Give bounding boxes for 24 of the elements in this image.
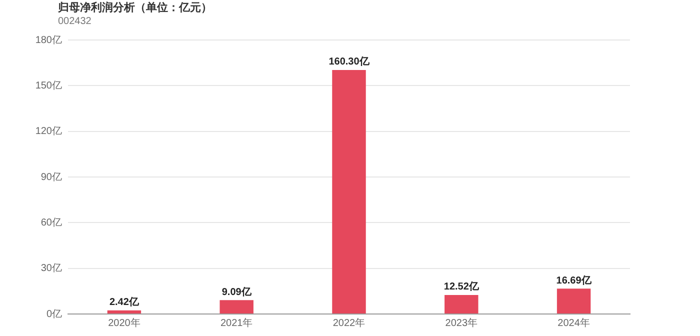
x-tick-label: 2021年 <box>220 316 253 329</box>
y-tick-label: 30亿 <box>40 263 62 274</box>
bar <box>332 70 366 314</box>
y-tick-label: 60亿 <box>40 217 62 228</box>
data-label: 2.42亿 <box>109 296 140 308</box>
y-tick-label: 150亿 <box>35 80 62 92</box>
chart-title: 归母净利润分析（单位：亿元） <box>58 0 212 15</box>
bar <box>444 294 478 314</box>
data-label: 16.69亿 <box>556 274 592 286</box>
data-label: 9.09亿 <box>222 286 252 298</box>
x-tick-label: 2023年 <box>445 316 478 329</box>
y-tick-label: 0亿 <box>46 308 62 320</box>
y-tick-label: 180亿 <box>35 34 62 46</box>
data-label: 160.30亿 <box>328 56 370 68</box>
y-tick-label: 120亿 <box>35 126 62 138</box>
x-tick-label: 2020年 <box>108 316 140 329</box>
bar <box>556 288 591 314</box>
bar <box>107 310 142 314</box>
x-tick-label: 2022年 <box>332 316 366 329</box>
chart-subtitle: 002432 <box>58 16 92 27</box>
data-label: 12.52亿 <box>444 280 480 293</box>
bar <box>220 300 254 314</box>
x-tick-label: 2024年 <box>558 316 590 329</box>
y-tick-label: 90亿 <box>40 172 62 183</box>
